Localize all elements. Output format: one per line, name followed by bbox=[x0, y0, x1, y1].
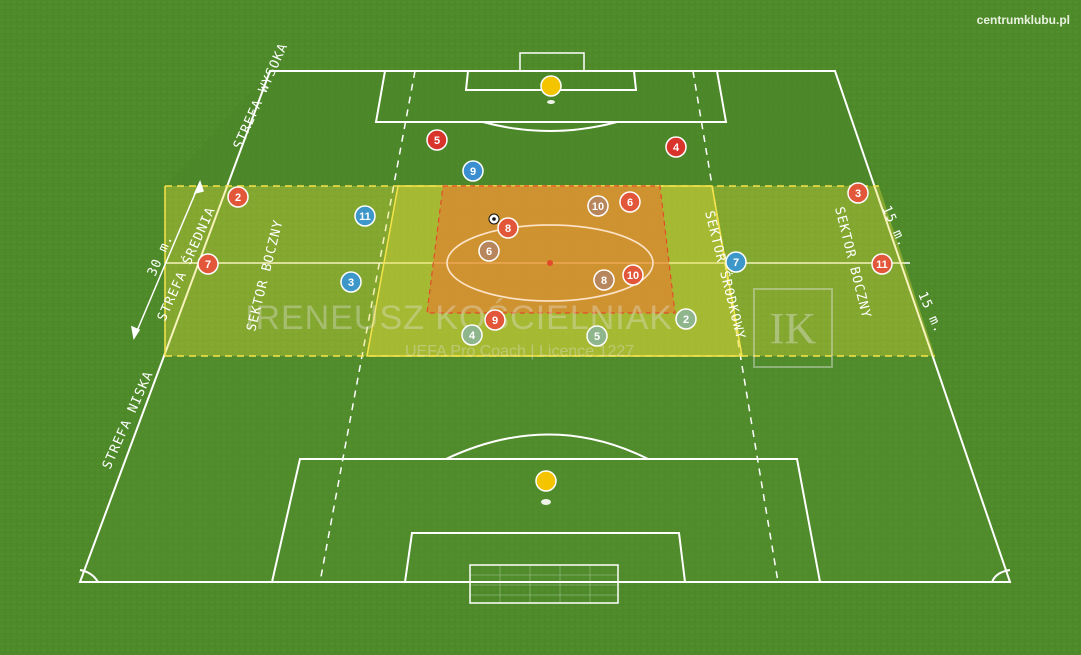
blue-player-3[interactable]: 3 bbox=[340, 271, 362, 293]
depth-arrow bbox=[131, 179, 204, 341]
pitch-lines bbox=[78, 52, 1012, 604]
svg-text:4: 4 bbox=[673, 142, 680, 154]
red-player-2[interactable]: 2 bbox=[227, 186, 249, 208]
blue-player-9[interactable]: 9 bbox=[462, 160, 484, 182]
svg-text:9: 9 bbox=[492, 315, 498, 327]
top-goal bbox=[519, 52, 585, 72]
faded-player-10[interactable]: 10 bbox=[587, 195, 609, 217]
svg-text:5: 5 bbox=[594, 331, 600, 343]
svg-text:9: 9 bbox=[470, 166, 476, 178]
watermark-name: IRENEUSZ KOŚCIELNIAK bbox=[245, 298, 673, 337]
svg-text:3: 3 bbox=[348, 277, 354, 289]
faded-player-6[interactable]: 6 bbox=[478, 240, 500, 262]
faded-player-8[interactable]: 8 bbox=[593, 269, 615, 291]
top-penalty-arc bbox=[482, 121, 618, 132]
blue-player-4[interactable]: 4 bbox=[461, 324, 483, 346]
red-player-8[interactable]: 8 bbox=[497, 217, 519, 239]
svg-text:8: 8 bbox=[505, 223, 511, 235]
blue-player-11[interactable]: 11 bbox=[354, 205, 376, 227]
red-player-6[interactable]: 6 bbox=[619, 191, 641, 213]
center-circle-overlay bbox=[446, 224, 654, 302]
svg-text:10: 10 bbox=[627, 270, 639, 282]
red-player-4[interactable]: 4 bbox=[665, 136, 687, 158]
watermark-logo: IK bbox=[753, 288, 833, 368]
blue-player-5[interactable]: 5 bbox=[586, 325, 608, 347]
svg-text:IK: IK bbox=[770, 304, 817, 353]
svg-text:11: 11 bbox=[359, 211, 371, 223]
goalkeeper-top[interactable] bbox=[540, 75, 562, 104]
svg-text:10: 10 bbox=[592, 201, 604, 213]
red-player-11[interactable]: 11 bbox=[871, 253, 893, 275]
svg-text:3: 3 bbox=[855, 188, 861, 200]
svg-text:4: 4 bbox=[469, 330, 476, 342]
bottom-penalty-area bbox=[271, 458, 821, 583]
ball-icon[interactable] bbox=[488, 213, 500, 225]
svg-text:6: 6 bbox=[627, 197, 633, 209]
svg-text:11: 11 bbox=[876, 259, 888, 271]
svg-text:5: 5 bbox=[434, 135, 440, 147]
blue-player-2[interactable]: 2 bbox=[675, 308, 697, 330]
svg-text:8: 8 bbox=[601, 275, 607, 287]
site-label: centrumklubu.pl bbox=[977, 13, 1070, 27]
svg-text:2: 2 bbox=[683, 314, 689, 326]
goalkeeper-bottom[interactable] bbox=[535, 470, 557, 505]
svg-text:6: 6 bbox=[486, 246, 492, 258]
red-player-10[interactable]: 10 bbox=[622, 264, 644, 286]
center-spot bbox=[547, 260, 553, 266]
watermark-subtitle: UEFA Pro Coach | Licence 1227 bbox=[405, 343, 634, 360]
svg-text:7: 7 bbox=[733, 257, 739, 269]
bottom-goal-area bbox=[404, 532, 686, 583]
channel-lines bbox=[319, 70, 779, 583]
red-player-9[interactable]: 9 bbox=[484, 309, 506, 331]
svg-text:2: 2 bbox=[235, 192, 241, 204]
corner-arc-br bbox=[991, 569, 1011, 583]
pitch-boundary bbox=[78, 70, 1012, 583]
bottom-goal bbox=[469, 564, 619, 604]
top-penalty-area bbox=[374, 70, 728, 123]
red-player-7[interactable]: 7 bbox=[197, 253, 219, 275]
stripe-bottom bbox=[80, 356, 1010, 582]
bottom-penalty-arc bbox=[445, 433, 649, 460]
red-player-5[interactable]: 5 bbox=[426, 129, 448, 151]
red-player-3[interactable]: 3 bbox=[847, 182, 869, 204]
svg-text:7: 7 bbox=[205, 259, 211, 271]
blue-player-7[interactable]: 7 bbox=[725, 251, 747, 273]
goal-net bbox=[470, 565, 618, 603]
corner-arc-bl bbox=[79, 569, 99, 583]
